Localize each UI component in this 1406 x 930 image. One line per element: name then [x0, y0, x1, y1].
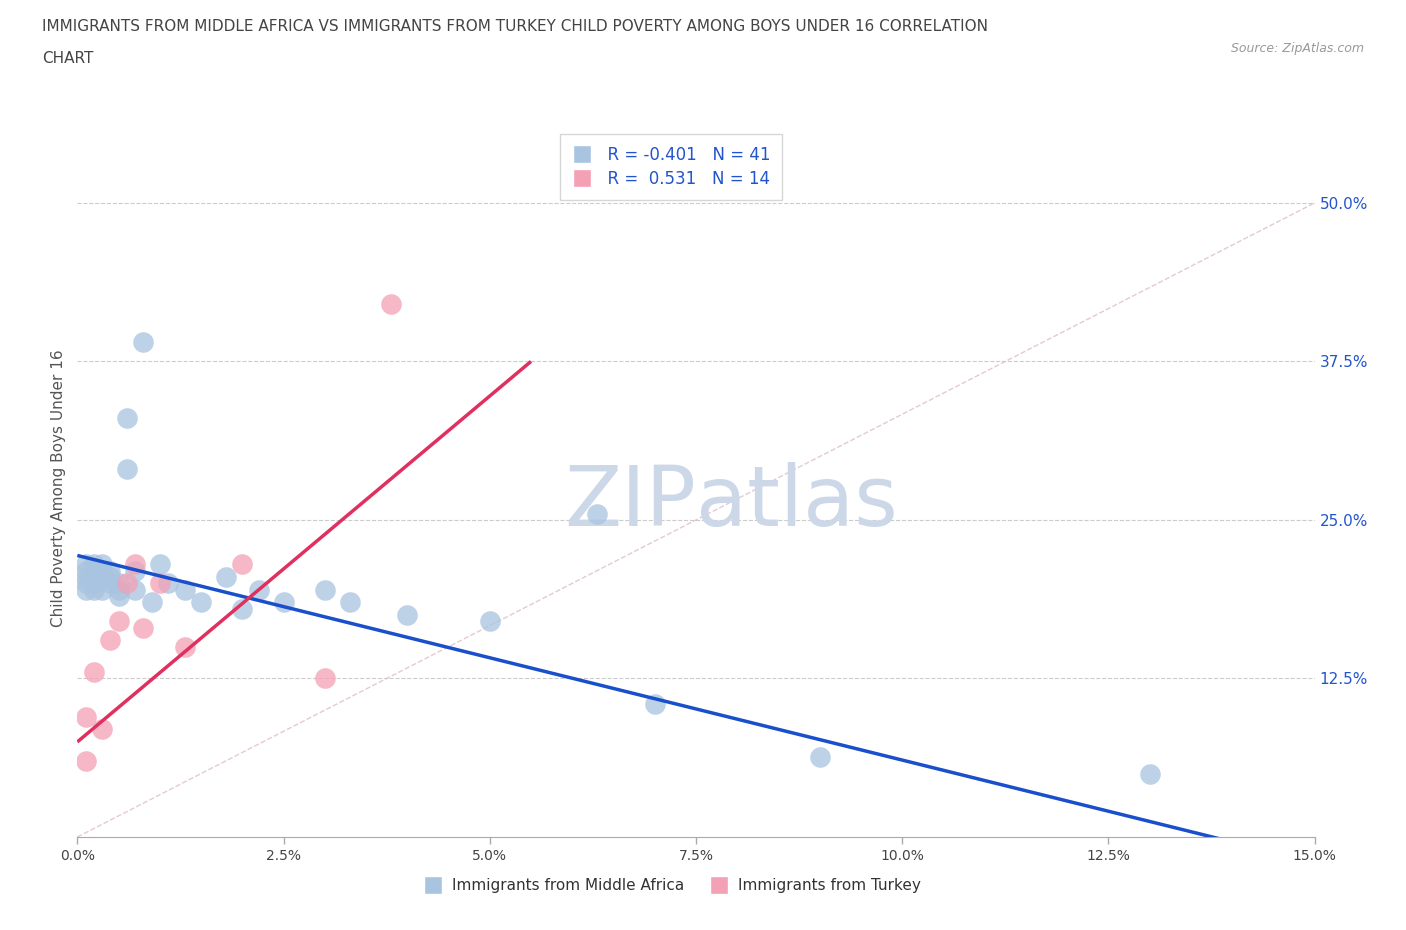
Point — [91, 564, 114, 578]
Point — [83, 665, 105, 680]
Text: atlas: atlas — [696, 461, 897, 543]
Point — [115, 462, 138, 477]
Point — [91, 722, 114, 737]
Point — [808, 750, 831, 764]
Point — [478, 614, 501, 629]
Text: ZIP: ZIP — [564, 461, 696, 543]
Point — [91, 569, 114, 584]
Point — [75, 557, 97, 572]
Point — [190, 595, 212, 610]
Legend: Immigrants from Middle Africa, Immigrants from Turkey: Immigrants from Middle Africa, Immigrant… — [416, 872, 927, 899]
Point — [83, 582, 105, 597]
Point — [396, 607, 419, 622]
Y-axis label: Child Poverty Among Boys Under 16: Child Poverty Among Boys Under 16 — [51, 350, 66, 627]
Point — [124, 582, 146, 597]
Point — [173, 582, 195, 597]
Point — [115, 576, 138, 591]
Point — [98, 633, 121, 648]
Point — [107, 576, 129, 591]
Point — [75, 564, 97, 578]
Point — [132, 335, 155, 350]
Point — [98, 564, 121, 578]
Text: CHART: CHART — [42, 51, 94, 66]
Point — [132, 620, 155, 635]
Point — [83, 576, 105, 591]
Point — [124, 564, 146, 578]
Point — [586, 506, 609, 521]
Point — [98, 569, 121, 584]
Point — [91, 557, 114, 572]
Point — [107, 589, 129, 604]
Point — [83, 564, 105, 578]
Point — [107, 614, 129, 629]
Point — [231, 557, 253, 572]
Point — [231, 602, 253, 617]
Point — [98, 576, 121, 591]
Point — [75, 709, 97, 724]
Point — [91, 582, 114, 597]
Point — [644, 697, 666, 711]
Point — [83, 557, 105, 572]
Point — [124, 557, 146, 572]
Point — [149, 557, 172, 572]
Point — [173, 639, 195, 654]
Point — [141, 595, 163, 610]
Point — [75, 582, 97, 597]
Text: IMMIGRANTS FROM MIDDLE AFRICA VS IMMIGRANTS FROM TURKEY CHILD POVERTY AMONG BOYS: IMMIGRANTS FROM MIDDLE AFRICA VS IMMIGRA… — [42, 19, 988, 33]
Point — [380, 297, 402, 312]
Point — [149, 576, 172, 591]
Point — [75, 576, 97, 591]
Point — [215, 569, 238, 584]
Point — [75, 569, 97, 584]
Point — [157, 576, 180, 591]
Text: Source: ZipAtlas.com: Source: ZipAtlas.com — [1230, 42, 1364, 55]
Point — [247, 582, 270, 597]
Point — [115, 411, 138, 426]
Point — [339, 595, 361, 610]
Point — [107, 582, 129, 597]
Point — [1139, 766, 1161, 781]
Point — [273, 595, 295, 610]
Point — [314, 671, 336, 686]
Point — [75, 753, 97, 768]
Point — [314, 582, 336, 597]
